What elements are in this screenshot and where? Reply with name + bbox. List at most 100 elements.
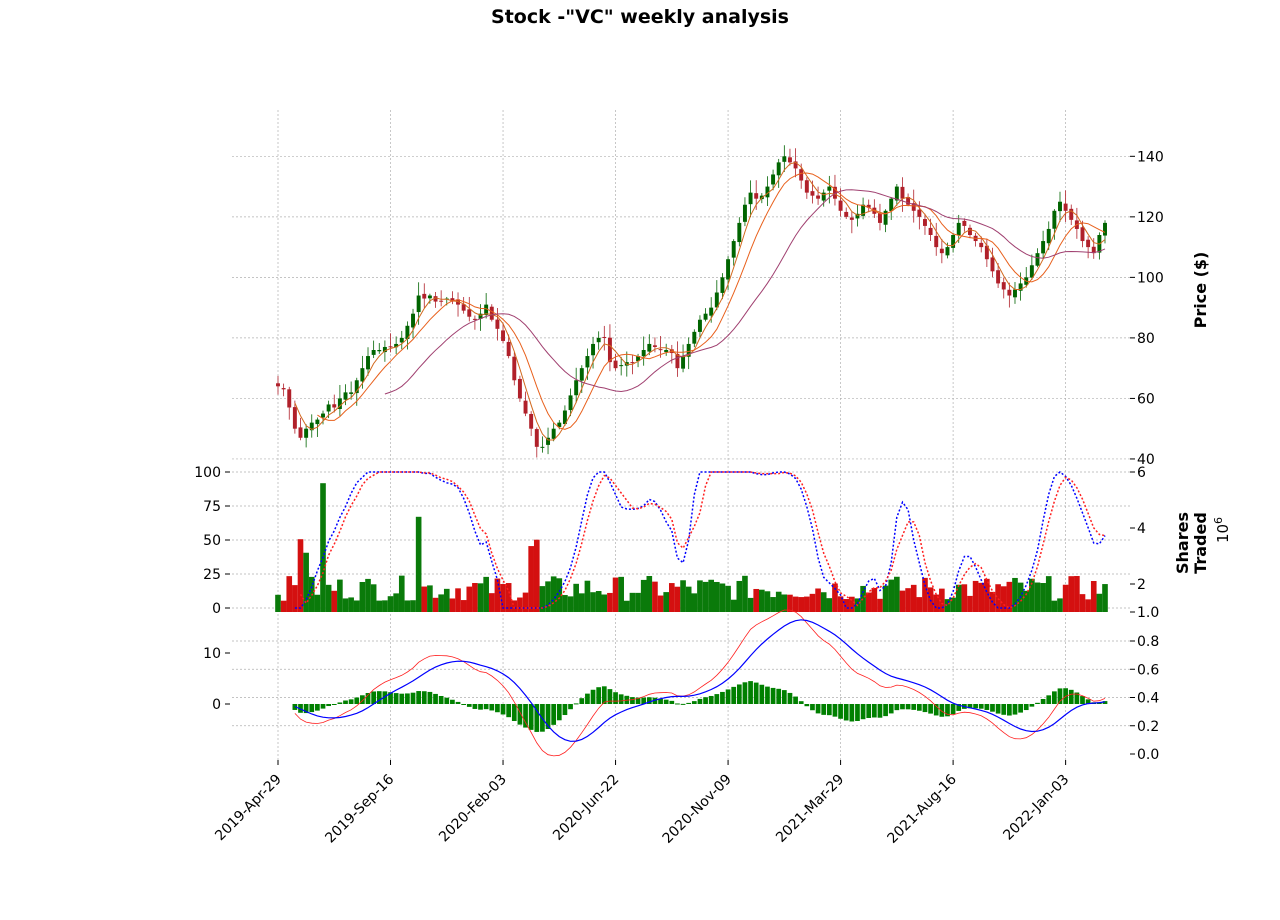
candle-body: [697, 319, 702, 332]
candle-body: [1018, 283, 1023, 291]
candle-body: [703, 313, 708, 320]
macd-histogram-bar: [916, 704, 922, 711]
volume-bar: [894, 576, 900, 612]
volume-bar: [804, 596, 810, 612]
stochastic-lines: [294, 471, 1106, 609]
x-tick-label: 2021-Aug-16: [885, 771, 960, 846]
volume-bar: [1023, 590, 1030, 612]
macd-histogram-bar: [354, 697, 360, 704]
macd-histogram-bar: [770, 687, 776, 704]
volume-bar: [1096, 593, 1103, 612]
macd-histogram-bar: [483, 704, 489, 710]
volume-bar: [764, 591, 771, 612]
macd-histogram-bar: [461, 704, 467, 705]
volume-multiplier-exp: 6: [1212, 517, 1225, 524]
volume-bar: [573, 583, 579, 612]
macd-histogram-bar: [933, 704, 939, 716]
candle-body: [754, 193, 759, 199]
macd-histogram-bar: [315, 704, 320, 711]
x-tick-label: 2020-Nov-09: [660, 772, 735, 847]
candle-body: [726, 259, 731, 280]
macd-histogram-bar: [905, 704, 911, 710]
macd-histogram-bar: [495, 704, 500, 713]
volume-bar: [742, 575, 748, 612]
candle-body: [489, 306, 494, 320]
candle-body: [1007, 289, 1012, 296]
macd-histogram-bar: [1046, 695, 1052, 704]
candle-body: [343, 392, 348, 400]
gridlines: [232, 110, 1130, 760]
volume-bar: [781, 594, 788, 612]
candle-body: [1052, 210, 1057, 229]
macd-histogram-bar: [331, 704, 337, 705]
macd-histogram-bar: [489, 704, 495, 711]
candle-body: [619, 365, 624, 367]
candle-body: [602, 336, 607, 338]
candle-body: [546, 437, 551, 445]
candle-body: [579, 368, 584, 381]
macd-histogram-bar: [618, 694, 624, 704]
volume-axis-label-traded: Traded: [1191, 512, 1210, 574]
candle-body: [652, 345, 657, 347]
macd-right-tick-label: 0.2: [1137, 719, 1159, 735]
volume-bar: [635, 592, 641, 612]
volume-bar: [314, 594, 321, 612]
candle-body: [501, 330, 506, 341]
volume-bar: [337, 579, 343, 612]
candle-body: [939, 248, 944, 254]
macd-histogram-bar: [427, 691, 433, 704]
stoch-tick-label: 50: [203, 533, 221, 549]
stoch-tick-label: 25: [203, 567, 221, 583]
macd-right-tick-label: 0.6: [1137, 662, 1159, 678]
volume-bar: [601, 594, 608, 612]
candle-body: [765, 186, 770, 198]
volume-bar: [320, 483, 326, 612]
candle-body: [461, 304, 466, 311]
candle-body: [298, 427, 303, 438]
macd-histogram-bar: [731, 686, 737, 704]
candle-body: [1029, 265, 1034, 278]
macd-histogram-bar: [945, 704, 950, 717]
volume-bar: [809, 593, 816, 612]
macd-histogram-bar: [500, 704, 506, 715]
candle-body: [394, 343, 399, 348]
candle-body: [304, 428, 309, 438]
candle-body: [557, 422, 562, 427]
macd-histogram-bar: [1074, 692, 1080, 704]
macd-histogram-bar: [826, 704, 832, 716]
ma-fast-line: [294, 161, 1106, 441]
macd-histogram-bar: [1012, 704, 1018, 715]
candle-body: [450, 298, 455, 302]
volume-bar: [1102, 584, 1108, 612]
macd-histogram-bar: [781, 690, 787, 704]
macd-histogram-bar: [922, 704, 928, 713]
volume-bar: [1074, 576, 1080, 612]
macd-histogram-bar: [691, 701, 697, 704]
macd-tick-label: 0: [212, 697, 221, 713]
candle-body: [827, 186, 832, 191]
candle-body: [709, 307, 714, 316]
macd-histogram-bar: [967, 704, 973, 709]
macd-lines: [294, 609, 1106, 757]
candle-body: [1086, 239, 1091, 248]
volume-bar: [410, 600, 416, 612]
ma-slow-line: [384, 189, 1106, 395]
volume-bar: [995, 584, 1001, 612]
macd-histogram-bar: [765, 686, 770, 704]
price-tick-label: 40: [1137, 452, 1155, 468]
candle-body: [349, 392, 354, 394]
macd-histogram-bar: [421, 691, 427, 704]
volume-bar: [770, 597, 776, 612]
volume-bar: [393, 593, 399, 612]
volume-bar: [798, 597, 805, 612]
macd-histogram-bar: [658, 698, 663, 704]
macd-histogram-bar: [838, 704, 843, 719]
candle-body: [585, 356, 590, 368]
volume-bar: [1000, 586, 1007, 612]
candle-body: [467, 309, 472, 317]
candle-body: [945, 247, 950, 256]
macd-histogram-bar: [388, 692, 393, 704]
volume-bar: [382, 600, 388, 612]
candle-body: [332, 404, 337, 408]
